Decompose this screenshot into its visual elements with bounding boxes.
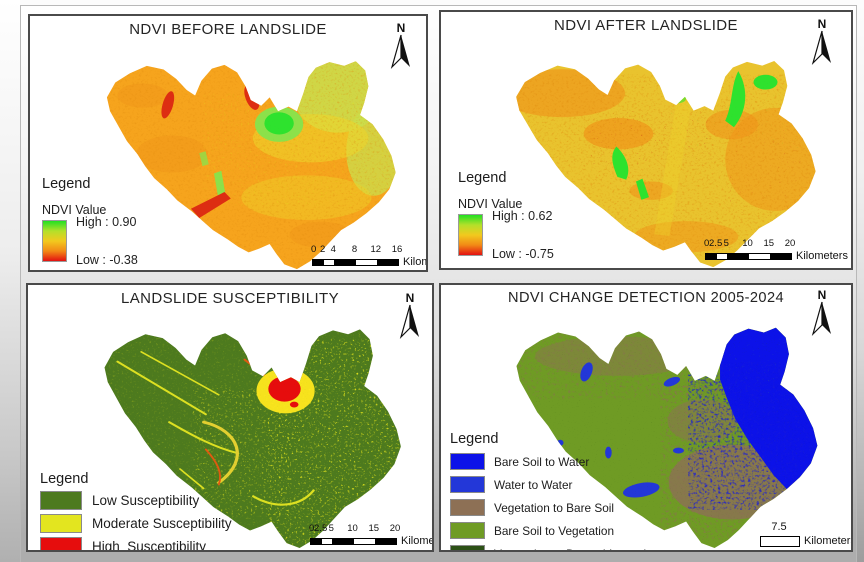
legend-item: High Susceptibility — [40, 537, 232, 552]
scale-unit-label: Kilometers — [401, 535, 432, 547]
legend-swatch — [450, 453, 485, 470]
north-arrow-icon: N — [811, 288, 831, 337]
svg-text:N: N — [818, 17, 827, 31]
scale-bar-segments — [310, 537, 397, 545]
north-arrow-icon: N — [811, 17, 831, 66]
legend-item-label: Bare Soil to Vegetation — [494, 523, 615, 538]
legend-swatch — [450, 545, 485, 550]
panel-title: NDVI BEFORE LANDSLIDE — [129, 21, 327, 38]
legend-heading: Legend — [42, 176, 91, 192]
legend-item: Moderate Susceptibility — [40, 514, 232, 533]
legend-item-label: Moderate Susceptibility — [92, 516, 232, 531]
legend-high-label: High : 0.90 — [76, 215, 137, 229]
svg-text:N: N — [397, 21, 406, 35]
scale-bar: 7.5 Kilometers — [741, 521, 853, 547]
scale-value-label: 7.5 — [771, 521, 787, 533]
legend-swatch — [40, 537, 82, 550]
scale-ticks: 0 2.5 5 10 15 20 — [704, 238, 796, 249]
legend-swatch — [450, 476, 485, 493]
legend-item: Vegetation to Dense Vegetation — [450, 545, 659, 551]
legend-swatch — [40, 491, 82, 510]
legend-low-label: Low : -0.75 — [492, 247, 554, 261]
scale-bar-segments — [312, 258, 399, 266]
map-ndvi-before — [106, 61, 396, 270]
scale-unit-label: Kilometers — [403, 256, 428, 268]
panel-ndvi-before: NDVI BEFORE LANDSLIDE N Lege — [28, 14, 428, 272]
map-ndvi-after — [516, 61, 816, 268]
svg-text:N: N — [406, 291, 415, 305]
legend-item: Vegetation to Bare Soil — [450, 499, 659, 516]
scale-bar: 0 2.5 5 10 15 20 Kilometers — [309, 523, 432, 547]
legend-item: Water to Water — [450, 476, 659, 493]
legend-swatch — [450, 522, 485, 539]
panel-ndvi-after: NDVI AFTER LANDSLIDE N Legen — [439, 10, 853, 270]
legend: Legend NDVI Value High : 0.62 Low : -0.7… — [458, 170, 554, 266]
legend-swatch — [40, 514, 82, 533]
ndvi-ramp-swatch — [42, 220, 67, 262]
legend-item: Bare Soil to Water — [450, 453, 659, 470]
legend-swatch — [450, 499, 485, 516]
scale-bar-segments — [705, 252, 792, 260]
scale-box — [760, 535, 800, 547]
ndvi-ramp-swatch — [458, 214, 483, 256]
legend-item: Bare Soil to Vegetation — [450, 522, 659, 539]
legend-subheading: NDVI Value — [458, 197, 523, 211]
legend: Legend Bare Soil to Water Water to Water… — [450, 431, 659, 551]
map-susceptibility — [104, 329, 401, 549]
panel-landslide-susceptibility: LANDSLIDE SUSCEPTIBILITY N — [26, 283, 434, 552]
scale-bar: 0 2.5 5 10 15 20 Kilometers — [704, 238, 848, 262]
legend: Legend Low Susceptibility Moderate Susce… — [40, 471, 232, 552]
panel-title: NDVI CHANGE DETECTION 2005-2024 — [508, 290, 784, 306]
scale-ticks: 0 2 4 8 12 16 — [311, 244, 403, 255]
panel-title: LANDSLIDE SUSCEPTIBILITY — [121, 290, 339, 307]
page-left-gutter — [0, 0, 20, 562]
scale-unit-label: Kilometers — [796, 250, 848, 262]
legend-high-label: High : 0.62 — [492, 209, 553, 223]
north-arrow-icon: N — [390, 21, 410, 70]
legend-heading: Legend — [458, 170, 507, 186]
legend-heading: Legend — [40, 471, 89, 487]
north-arrow-icon: N — [399, 291, 419, 340]
legend-item-label: Vegetation to Dense Vegetation — [494, 547, 659, 551]
legend-low-label: Low : -0.38 — [76, 253, 138, 267]
legend-subheading: NDVI Value — [42, 203, 107, 217]
legend-item: Low Susceptibility — [40, 491, 232, 510]
scale-ticks: 0 2.5 5 10 15 20 — [309, 523, 401, 534]
legend-item-label: Vegetation to Bare Soil — [494, 500, 615, 515]
map-change-detection — [516, 327, 818, 549]
svg-text:N: N — [818, 288, 827, 302]
legend-item-label: Low Susceptibility — [92, 493, 200, 508]
panel-ndvi-change-detection: NDVI CHANGE DETECTION 2005-2024 N Legend — [439, 283, 853, 552]
scale-unit-label: Kilometers — [804, 535, 853, 547]
scale-bar: 0 2 4 8 12 16 Kilometers — [311, 244, 428, 268]
legend-heading: Legend — [450, 431, 499, 447]
legend: Legend NDVI Value High : 0.90 Low : -0.3… — [42, 176, 138, 270]
legend-item-label: Water to Water — [494, 477, 573, 492]
legend-item-label: High Susceptibility — [92, 539, 207, 552]
map-region — [516, 61, 816, 268]
panel-title: NDVI AFTER LANDSLIDE — [554, 17, 738, 34]
legend-item-label: Bare Soil to Water — [494, 454, 590, 469]
